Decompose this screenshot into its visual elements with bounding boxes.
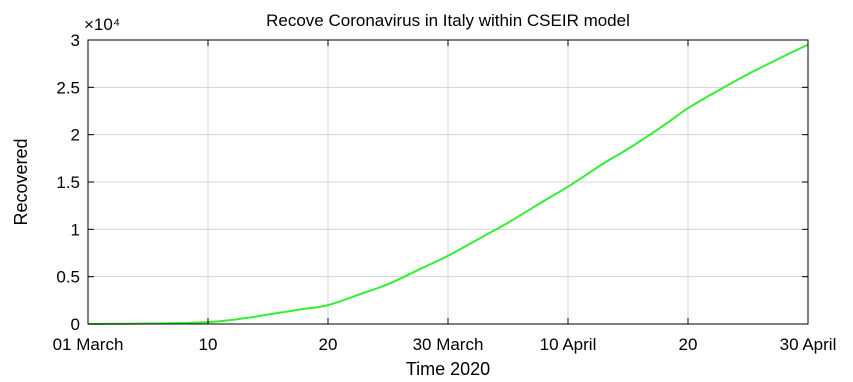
y-axis-title: Recovered <box>11 138 31 225</box>
x-tick-labels: 01 March 10 20 30 March 10 April 20 30 April <box>53 335 837 354</box>
tick-marks <box>87 39 809 325</box>
x-tick-label: 10 April <box>540 335 597 354</box>
y-tick-label: 1.5 <box>56 173 80 192</box>
x-tick-label: 01 March <box>53 335 124 354</box>
x-tick-label: 20 <box>679 335 698 354</box>
y-multiplier-label: ×10⁴ <box>84 15 120 34</box>
y-tick-label: 1 <box>71 220 80 239</box>
x-tick-label: 30 March <box>413 335 484 354</box>
x-tick-label: 20 <box>319 335 338 354</box>
recovered-series-line <box>87 43 809 325</box>
chart-title: Recove Coronavirus in Italy within CSEIR… <box>266 11 630 30</box>
x-tick-label: 10 <box>199 335 218 354</box>
y-tick-label: 2.5 <box>56 78 80 97</box>
y-tick-label: 0.5 <box>56 268 80 287</box>
y-tick-label: 0 <box>71 315 80 334</box>
y-tick-labels: 0 0.5 1 1.5 2 2.5 3 <box>56 31 80 334</box>
x-axis-title: Time 2020 <box>406 359 490 379</box>
x-tick-label: 30 April <box>780 335 837 354</box>
y-tick-label: 2 <box>71 126 80 145</box>
y-tick-label: 3 <box>71 31 80 50</box>
